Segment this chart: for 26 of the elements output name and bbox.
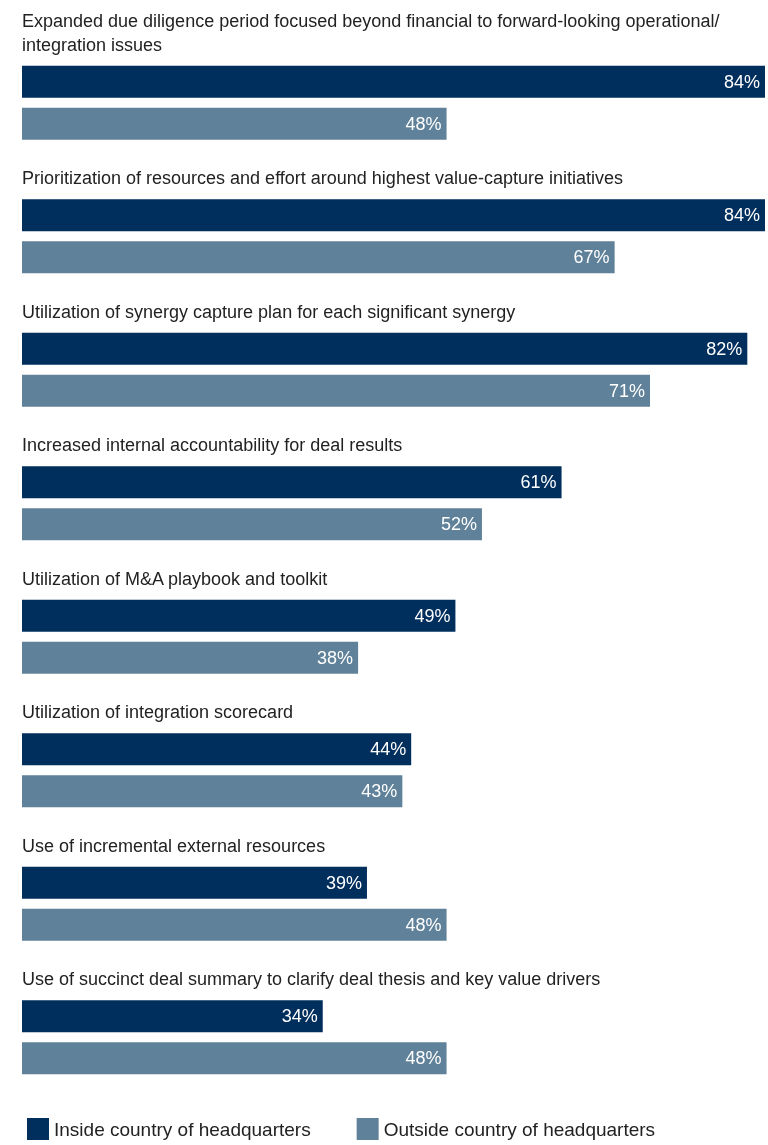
legend-label: Outside country of headquarters: [383, 1118, 656, 1140]
y-tick-label: Expanded due diligence period focused beyond financial to forward-looking operational/integration issues: [22, 10, 720, 55]
data-label: 39%: [325, 872, 362, 893]
data-label: 43%: [361, 781, 398, 802]
data-label: 71%: [608, 380, 646, 401]
data-label: 44%: [370, 739, 407, 760]
data-label: 48%: [405, 1048, 442, 1069]
y-tick-label: Use of succinct deal summary to clarify deal thesis and key value drivers: [22, 969, 601, 990]
y-tick-label: Prioritization of resources and effort around highest value-capture initiatives: [22, 168, 623, 189]
data-label: 48%: [405, 914, 442, 935]
y-tick-label: Utilization of integration scorecard: [22, 702, 294, 723]
data-label: 34%: [281, 1006, 318, 1027]
data-label: 48%: [405, 113, 442, 134]
y-tick-label: Increased internal accountability for deal results: [22, 435, 403, 456]
data-label: 61%: [520, 472, 557, 493]
y-tick-label: Utilization of synergy capture plan for each significant synergy: [22, 301, 516, 322]
legend-label: Inside country of headquarters: [54, 1118, 311, 1140]
data-label: 84%: [723, 205, 760, 226]
y-tick-label: Utilization of M&A playbook and toolkit: [22, 568, 328, 589]
data-label: 49%: [414, 605, 451, 626]
data-label: 82%: [706, 338, 743, 359]
data-label: 67%: [573, 247, 610, 268]
data-label: 52%: [440, 514, 477, 535]
y-tick-label: Use of incremental external resources: [22, 835, 326, 856]
data-label: 38%: [317, 647, 354, 668]
data-label: 84%: [723, 71, 760, 92]
